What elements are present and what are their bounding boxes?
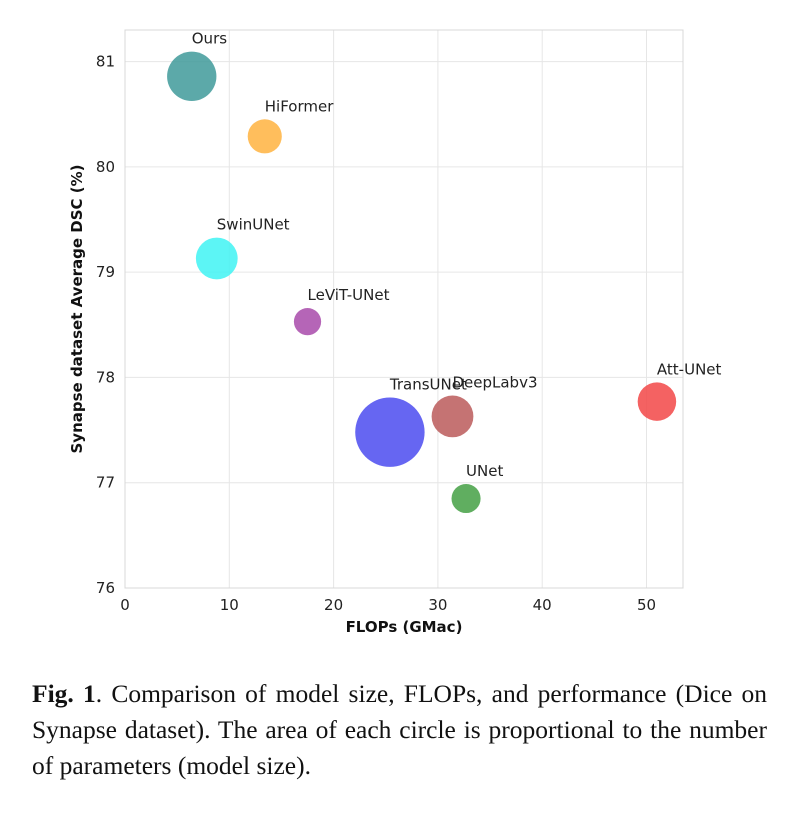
point-label: Ours — [192, 30, 227, 48]
point-label: Att-UNet — [657, 360, 722, 378]
y-axis-label: Synapse dataset Average DSC (%) — [68, 165, 86, 454]
point-label: LeViT-UNet — [308, 286, 390, 304]
caption-text: . Comparison of model size, FLOPs, and p… — [32, 679, 768, 780]
point-levit-unet — [293, 308, 322, 336]
point-swinunet — [195, 237, 238, 280]
y-tick-label: 79 — [96, 263, 115, 281]
y-tick-label: 76 — [96, 579, 115, 597]
point-label: UNet — [466, 462, 503, 480]
x-tick-label: 10 — [220, 596, 239, 614]
grid-lines — [124, 30, 683, 589]
x-tick-label: 20 — [324, 596, 343, 614]
y-axis-ticks: 76 77 78 79 80 81 — [96, 53, 115, 597]
y-tick-label: 80 — [96, 158, 115, 176]
data-points: Ours HiFormer SwinUNet LeViT-UNet TransUNetD… — [167, 30, 722, 514]
x-axis-ticks: 0 10 20 30 40 50 — [120, 596, 656, 614]
figure-number: Fig. 1 — [32, 679, 96, 708]
figure-caption: Fig. 1. Comparison of model size, FLOPs,… — [32, 676, 767, 784]
point-deeplabv3 — [431, 395, 474, 438]
y-tick-label: 77 — [96, 474, 115, 492]
x-tick-label: 0 — [120, 596, 130, 614]
x-tick-label: 50 — [637, 596, 656, 614]
point-hiformer — [247, 119, 282, 154]
point-label: TransUNet — [389, 375, 467, 393]
point-att-unet — [637, 382, 677, 421]
x-axis-label: FLOPs (GMac) — [346, 618, 463, 636]
y-tick-label: 81 — [96, 53, 115, 71]
point-unet — [451, 483, 481, 514]
point-label: HiFormer — [265, 97, 334, 115]
x-tick-label: 30 — [428, 596, 447, 614]
point-transunet — [355, 397, 425, 467]
point-ours — [167, 51, 217, 101]
bubble-chart: 0 10 20 30 40 50 76 77 78 79 80 81 Ours HiFormer Swi… — [68, 29, 722, 636]
y-tick-label: 78 — [96, 368, 115, 386]
x-tick-label: 40 — [533, 596, 552, 614]
point-label: SwinUNet — [217, 216, 290, 234]
plot-frame — [124, 29, 684, 589]
point-label: DeepLabv3 — [452, 373, 537, 391]
